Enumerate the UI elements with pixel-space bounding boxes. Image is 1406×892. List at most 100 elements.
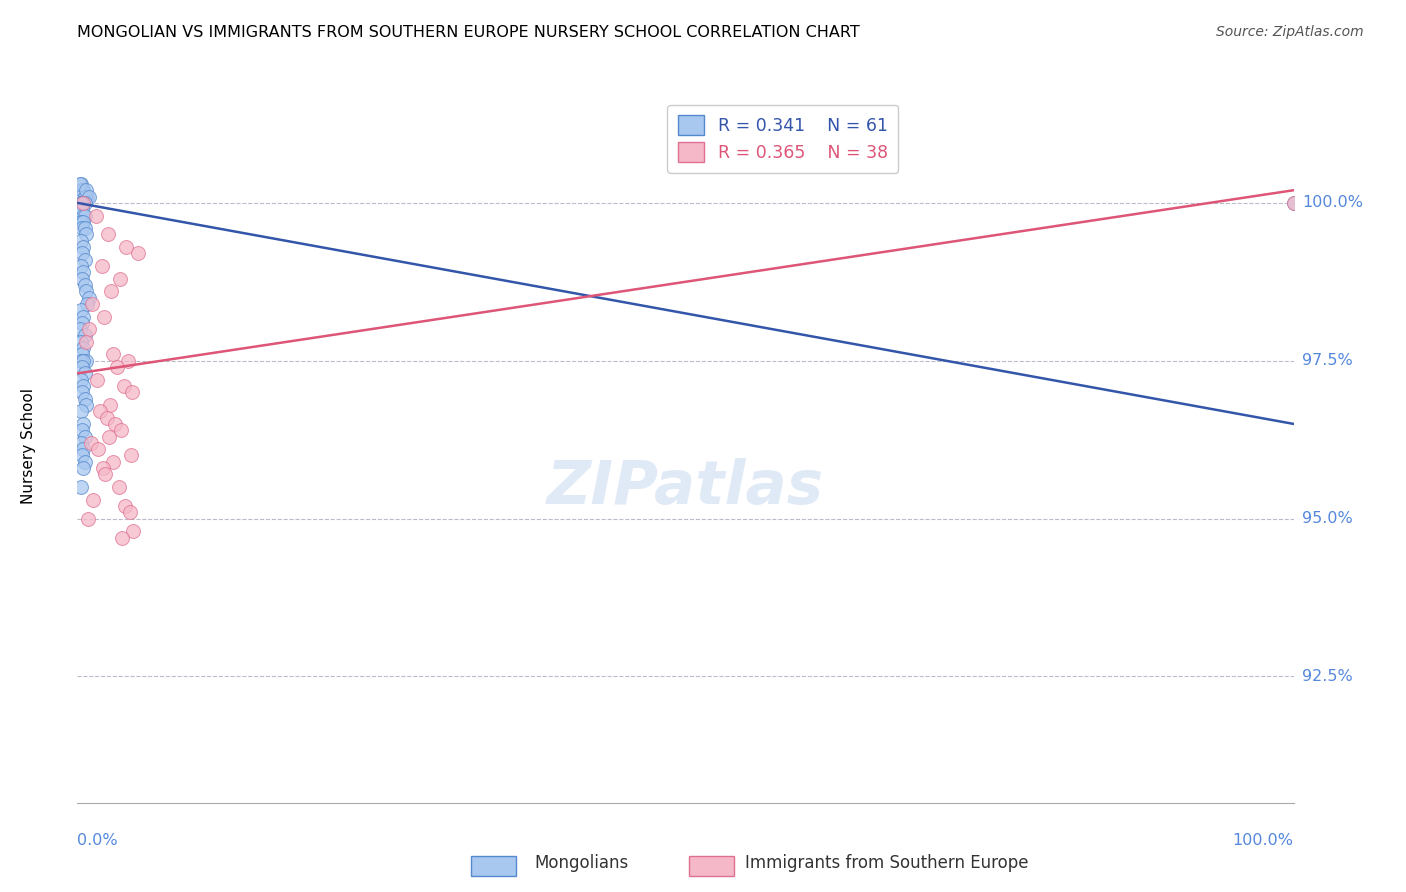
Point xyxy=(110,423,132,437)
Point xyxy=(73,392,96,406)
Point xyxy=(75,353,97,368)
Point xyxy=(115,240,138,254)
Point xyxy=(122,524,145,539)
Point xyxy=(114,499,136,513)
Point xyxy=(69,322,91,336)
Point xyxy=(72,209,94,223)
Point xyxy=(91,461,114,475)
Point xyxy=(90,259,112,273)
Point xyxy=(73,367,96,381)
Point xyxy=(70,246,93,260)
Point xyxy=(73,221,96,235)
Point xyxy=(70,215,93,229)
Point xyxy=(75,227,97,242)
Point xyxy=(1282,195,1305,210)
Point xyxy=(70,449,93,463)
Point xyxy=(1282,195,1305,210)
Point xyxy=(97,429,120,443)
Point xyxy=(70,435,93,450)
Point xyxy=(98,398,121,412)
Point xyxy=(72,265,94,279)
Text: MONGOLIAN VS IMMIGRANTS FROM SOUTHERN EUROPE NURSERY SCHOOL CORRELATION CHART: MONGOLIAN VS IMMIGRANTS FROM SOUTHERN EU… xyxy=(77,25,860,40)
Point xyxy=(70,271,93,285)
Point xyxy=(112,379,135,393)
Point xyxy=(107,360,129,375)
Point xyxy=(70,404,93,418)
Point xyxy=(70,360,93,375)
Point xyxy=(79,189,101,203)
Point xyxy=(70,195,93,210)
Point xyxy=(70,316,93,330)
Point xyxy=(72,195,94,210)
Point xyxy=(72,195,94,210)
Point xyxy=(73,209,96,223)
Point xyxy=(72,183,94,197)
Point xyxy=(70,347,93,361)
Text: 100.0%: 100.0% xyxy=(1233,833,1294,848)
Text: 92.5%: 92.5% xyxy=(1302,669,1353,684)
Text: Source: ZipAtlas.com: Source: ZipAtlas.com xyxy=(1216,25,1364,39)
Point xyxy=(118,505,141,519)
Point xyxy=(97,227,120,242)
Point xyxy=(73,195,96,210)
Point xyxy=(72,417,94,431)
Text: Immigrants from Southern Europe: Immigrants from Southern Europe xyxy=(745,855,1029,872)
Point xyxy=(120,449,142,463)
Point xyxy=(75,398,97,412)
Point xyxy=(84,209,107,223)
Point xyxy=(72,442,94,457)
Point xyxy=(80,297,103,311)
Point xyxy=(73,328,96,343)
Point xyxy=(73,277,96,292)
Point xyxy=(79,322,101,336)
Text: 0.0%: 0.0% xyxy=(77,833,118,848)
Text: Mongolians: Mongolians xyxy=(534,855,628,872)
Point xyxy=(101,455,124,469)
Point xyxy=(72,240,94,254)
Point xyxy=(70,423,93,437)
Point xyxy=(107,480,129,494)
Point xyxy=(73,429,96,443)
Text: ZIPatlas: ZIPatlas xyxy=(547,458,824,516)
Point xyxy=(82,492,104,507)
Point xyxy=(94,467,117,482)
Point xyxy=(70,195,93,210)
Point xyxy=(72,215,94,229)
Point xyxy=(89,404,111,418)
Point xyxy=(86,373,108,387)
Point xyxy=(76,297,98,311)
Point xyxy=(96,410,118,425)
Point xyxy=(73,455,96,469)
Point xyxy=(70,221,93,235)
Point xyxy=(70,195,93,210)
Point xyxy=(87,442,110,457)
Point xyxy=(70,177,93,191)
Point xyxy=(70,385,93,400)
Text: 95.0%: 95.0% xyxy=(1302,511,1353,526)
Point xyxy=(101,347,124,361)
Legend: R = 0.341    N = 61, R = 0.365    N = 38: R = 0.341 N = 61, R = 0.365 N = 38 xyxy=(668,105,898,173)
Point xyxy=(72,353,94,368)
Point xyxy=(117,353,139,368)
Point xyxy=(70,183,93,197)
Point xyxy=(80,435,103,450)
Point xyxy=(70,202,93,217)
Point xyxy=(75,334,97,349)
Point xyxy=(73,189,96,203)
Point xyxy=(108,271,131,285)
Point xyxy=(127,246,149,260)
Point xyxy=(70,303,93,318)
Point xyxy=(72,461,94,475)
Point xyxy=(76,189,98,203)
Text: 97.5%: 97.5% xyxy=(1302,353,1353,368)
Point xyxy=(73,252,96,267)
Point xyxy=(70,480,93,494)
Point xyxy=(75,285,97,299)
Text: 100.0%: 100.0% xyxy=(1302,195,1362,211)
Point xyxy=(70,334,93,349)
Point xyxy=(121,385,143,400)
Point xyxy=(70,259,93,273)
Point xyxy=(70,373,93,387)
Point xyxy=(72,379,94,393)
Point xyxy=(70,353,93,368)
